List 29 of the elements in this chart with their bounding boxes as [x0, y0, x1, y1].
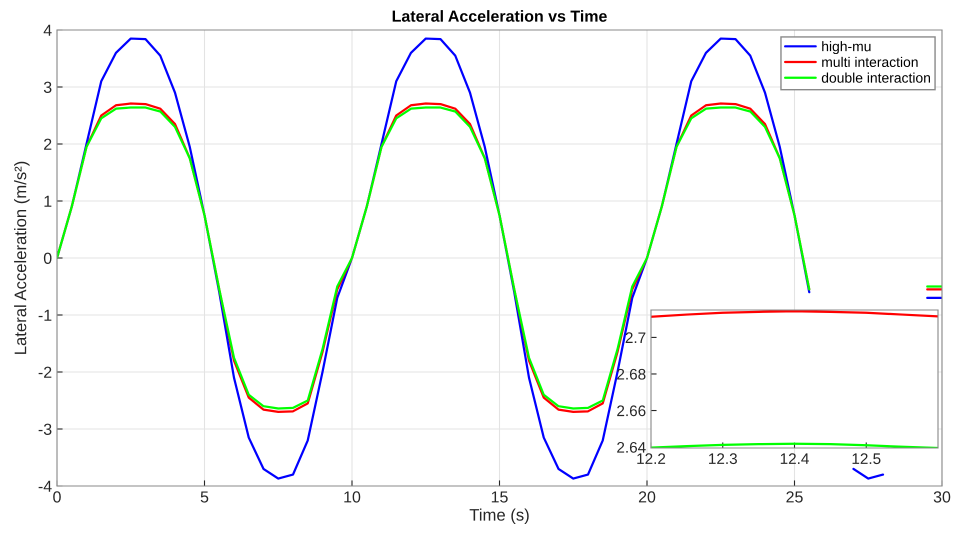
chart-title: Lateral Acceleration vs Time	[392, 10, 607, 22]
x-tick-label: 5	[200, 491, 208, 503]
legend-label: double interaction	[822, 72, 930, 83]
legend-label: multi interaction	[822, 56, 918, 68]
x-tick-label: 25	[786, 491, 803, 503]
x-tick-label: 0	[53, 491, 61, 503]
y-tick-label: 4	[44, 24, 52, 36]
y-tick-label: 2	[44, 138, 52, 150]
y-tick-label: 2.64	[617, 442, 646, 453]
x-axis-title: Time (s)	[470, 508, 529, 524]
y-tick-label: 3	[44, 82, 52, 93]
y-tick-label: 0	[44, 252, 52, 264]
x-tick-label: 10	[344, 491, 360, 503]
legend-label: high-mu	[822, 41, 871, 54]
x-tick-label: 12.2	[637, 453, 666, 464]
y-tick-label: -3	[38, 424, 52, 435]
y-tick-label: 2.66	[617, 405, 646, 416]
x-tick-label: 20	[638, 491, 656, 503]
y-tick-label: 2.7	[626, 332, 646, 343]
y-tick-label: -2	[38, 366, 52, 378]
x-tick-label: 12.4	[780, 453, 809, 464]
x-tick-label: 12.3	[709, 453, 737, 464]
x-tick-label: 12.5	[852, 453, 880, 464]
x-tick-label: 15	[492, 491, 508, 503]
y-tick-label: 1	[44, 196, 52, 207]
y-tick-label: -4	[38, 480, 52, 492]
y-tick-label: -1	[38, 310, 52, 321]
y-axis-title: Lateral Acceleration (m/s²)	[14, 162, 30, 354]
x-tick-label: 30	[934, 491, 950, 503]
